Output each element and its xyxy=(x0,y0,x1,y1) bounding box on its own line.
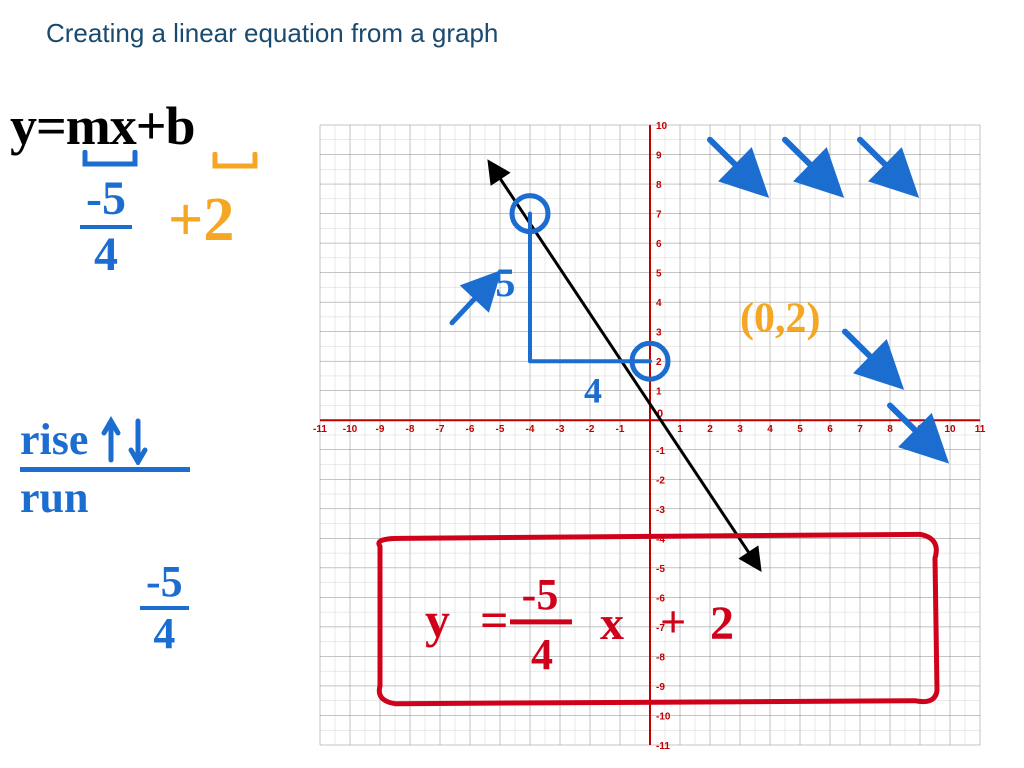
svg-text:-3: -3 xyxy=(656,505,665,516)
svg-text:-4: -4 xyxy=(526,424,535,435)
svg-text:=: = xyxy=(480,592,509,648)
svg-text:8: 8 xyxy=(656,180,662,191)
svg-text:x: x xyxy=(600,597,624,650)
svg-text:-5: -5 xyxy=(496,424,505,435)
svg-text:+: + xyxy=(660,596,686,647)
svg-text:-2: -2 xyxy=(586,424,595,435)
svg-text:-10: -10 xyxy=(656,711,671,722)
rise-run-value: -5 4 xyxy=(140,560,189,656)
slope-fraction: -5 4 xyxy=(80,175,132,279)
svg-text:4: 4 xyxy=(531,630,553,679)
svg-text:2: 2 xyxy=(710,597,734,650)
svg-text:-9: -9 xyxy=(656,682,665,693)
svg-text:5: 5 xyxy=(797,424,803,435)
svg-text:1: 1 xyxy=(656,387,662,398)
svg-text:10: 10 xyxy=(656,121,668,132)
svg-text:3: 3 xyxy=(656,328,662,339)
svg-text:2: 2 xyxy=(656,357,662,368)
graph-svg: -11-10-9-8-7-6-5-4-3-2-101234567891011-1… xyxy=(310,115,990,755)
svg-text:-6: -6 xyxy=(466,424,475,435)
svg-text:(0,2): (0,2) xyxy=(740,296,820,342)
svg-text:4: 4 xyxy=(767,424,773,435)
svg-text:4: 4 xyxy=(584,371,602,411)
coordinate-graph: -11-10-9-8-7-6-5-4-3-2-101234567891011-1… xyxy=(310,115,990,755)
svg-text:-11: -11 xyxy=(313,424,327,435)
page-title: Creating a linear equation from a graph xyxy=(46,18,498,49)
svg-text:1: 1 xyxy=(677,424,683,435)
svg-text:2: 2 xyxy=(707,424,713,435)
svg-text:-3: -3 xyxy=(556,424,565,435)
svg-text:y: y xyxy=(425,592,450,648)
rise-label: rise xyxy=(20,416,88,464)
svg-text:-5: -5 xyxy=(522,570,559,619)
riserun-denominator: 4 xyxy=(153,610,175,656)
svg-text:-10: -10 xyxy=(343,424,358,435)
svg-text:3: 3 xyxy=(737,424,743,435)
svg-text:10: 10 xyxy=(944,424,956,435)
svg-text:-9: -9 xyxy=(376,424,385,435)
formula-ymxb: y=mx+b xyxy=(10,95,195,157)
rise-arrows-icon xyxy=(96,415,156,465)
slope-denominator: 4 xyxy=(94,229,118,279)
svg-text:-5: -5 xyxy=(656,564,665,575)
svg-text:6: 6 xyxy=(827,424,833,435)
svg-text:-7: -7 xyxy=(436,424,445,435)
svg-text:7: 7 xyxy=(857,424,863,435)
svg-text:-8: -8 xyxy=(656,652,665,663)
slope-numerator: -5 xyxy=(80,175,132,229)
svg-text:4: 4 xyxy=(656,298,662,309)
run-label: run xyxy=(20,474,190,522)
svg-text:7: 7 xyxy=(656,210,662,221)
rise-over-run: rise run xyxy=(20,415,190,522)
svg-text:11: 11 xyxy=(975,424,986,435)
intercept-value: +2 xyxy=(168,185,234,256)
svg-text:-1: -1 xyxy=(616,424,625,435)
svg-text:-11: -11 xyxy=(656,741,670,752)
svg-text:5: 5 xyxy=(656,269,662,280)
svg-text:6: 6 xyxy=(656,239,662,250)
svg-text:-2: -2 xyxy=(656,475,665,486)
svg-text:-8: -8 xyxy=(406,424,415,435)
bracket-under-b xyxy=(210,152,280,182)
riserun-numerator: -5 xyxy=(140,560,189,610)
svg-text:8: 8 xyxy=(887,424,893,435)
svg-text:9: 9 xyxy=(656,151,662,162)
svg-text:-1: -1 xyxy=(656,446,665,457)
